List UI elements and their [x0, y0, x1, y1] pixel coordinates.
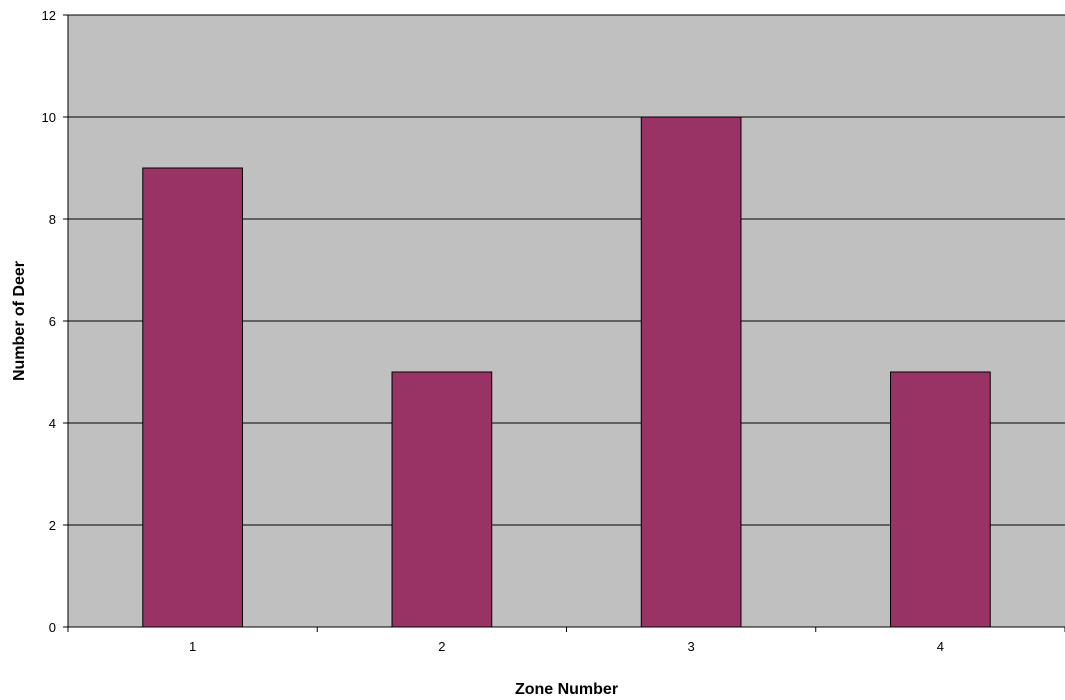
- axes: [63, 14, 1065, 632]
- y-tick-label: 8: [49, 212, 56, 227]
- y-tick-label: 0: [49, 620, 56, 635]
- y-tick-label: 6: [49, 314, 56, 329]
- x-tick-label: 4: [937, 639, 944, 654]
- bar: [142, 167, 243, 628]
- x-tick-label: 2: [438, 639, 445, 654]
- x-axis-title: Zone Number: [515, 681, 618, 698]
- bar: [391, 371, 493, 628]
- x-tick-label: 3: [688, 639, 695, 654]
- bars: [142, 116, 991, 628]
- y-tick-label: 12: [42, 8, 56, 23]
- y-tick-label: 2: [49, 518, 56, 533]
- bar: [640, 116, 742, 628]
- bar: [890, 371, 991, 628]
- y-tick-label: 10: [42, 110, 56, 125]
- y-axis-title: Number of Deer: [11, 261, 28, 381]
- y-tick-label: 4: [49, 416, 56, 431]
- x-tick-label: 1: [189, 639, 196, 654]
